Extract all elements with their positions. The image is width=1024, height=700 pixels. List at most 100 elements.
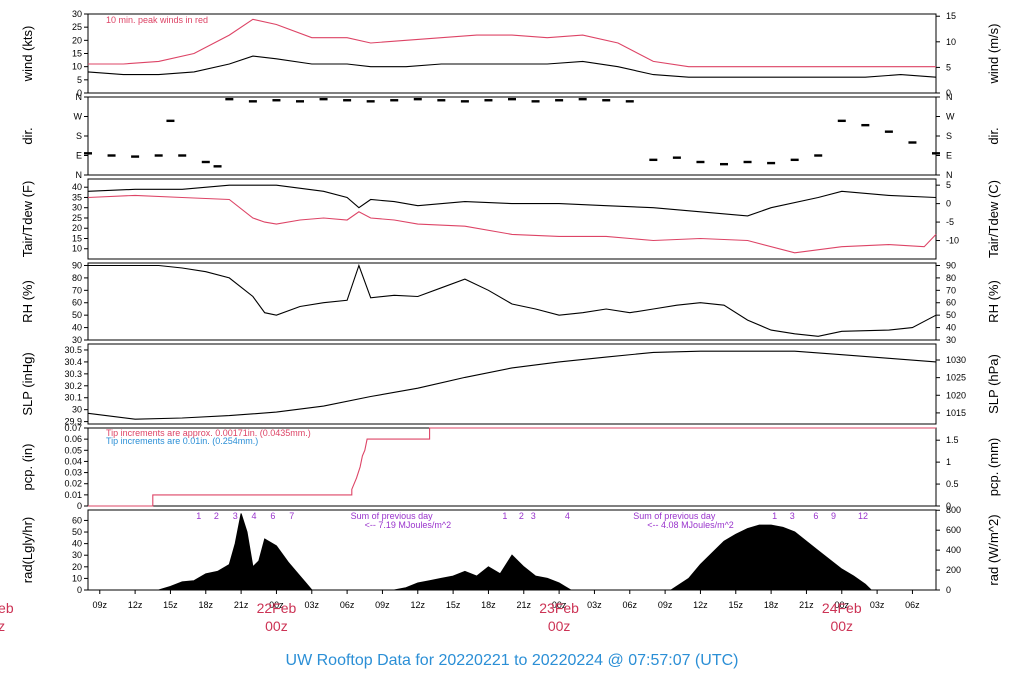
hour-mark-label: 7 xyxy=(289,511,294,521)
ytick-right-label: 30 xyxy=(946,335,956,345)
series-line-1 xyxy=(88,263,937,337)
y-axis-label: SLP (inHg) xyxy=(20,352,35,415)
radiation-area xyxy=(158,513,873,591)
ytick-label: 20 xyxy=(72,223,82,233)
ytick-right-label: 1020 xyxy=(946,390,966,400)
ytick-right-label: 0 xyxy=(946,199,951,209)
xtick-label: 21z xyxy=(799,600,814,610)
ytick-label: S xyxy=(76,131,82,141)
ytick-right-label: 50 xyxy=(946,310,956,320)
hour-mark-label: 12 xyxy=(858,511,868,521)
ytick-right-label: 600 xyxy=(946,525,961,535)
ytick-right-label: S xyxy=(946,131,952,141)
ytick-right-label: 10 xyxy=(946,37,956,47)
y-axis-label-right: pcp. (mm) xyxy=(986,438,1001,497)
ytick-right-label: 60 xyxy=(946,298,956,308)
hour-mark-label: 2 xyxy=(519,511,524,521)
direction-point xyxy=(248,100,257,103)
ytick-label: 0.03 xyxy=(64,468,82,478)
ytick-label: 40 xyxy=(72,323,82,333)
direction-point xyxy=(932,152,940,155)
ytick-label: 60 xyxy=(72,515,82,525)
panel-1: 0 5 10 15 20 25 30 0 5 10 15 wind (kts) wind (m/s) 10… xyxy=(20,9,1001,98)
xtick-label: 15z xyxy=(163,600,178,610)
ytick-label: 20 xyxy=(72,35,82,45)
ytick-label: 30.4 xyxy=(64,357,82,367)
panel-6: 00.010.020.030.040.050.060.0700.511.5pcp… xyxy=(20,423,1001,511)
xtick-label: 00z xyxy=(269,600,284,610)
xtick-label: 00z xyxy=(835,600,850,610)
ytick-label: 10 xyxy=(72,573,82,583)
ytick-label: 15 xyxy=(72,233,82,243)
ytick-label: 30 xyxy=(72,9,82,19)
ytick-label: 35 xyxy=(72,192,82,202)
ytick-right-label: 90 xyxy=(946,260,956,270)
y-axis-label-right: rad (W/m^2) xyxy=(986,514,1001,585)
y-axis-label-right: Tair/Tdew (C) xyxy=(986,180,1001,258)
ytick-right-label: 15 xyxy=(946,11,956,21)
ytick-right-label: 400 xyxy=(946,545,961,555)
ytick-right-label: 0 xyxy=(946,501,951,511)
series-line-1 xyxy=(87,350,937,420)
day-label: 23Feb xyxy=(539,600,579,616)
ytick-right-label: 1025 xyxy=(946,373,966,383)
hour-mark-label: 1 xyxy=(502,511,507,521)
hour-mark-label: 4 xyxy=(252,511,257,521)
y-axis-label-right: dir. xyxy=(986,127,1001,144)
ytick-label: 30.1 xyxy=(64,393,82,403)
hour-mark-label: 1 xyxy=(772,511,777,521)
direction-point xyxy=(578,97,587,101)
ytick-label: 60 xyxy=(72,298,82,308)
direction-point xyxy=(201,160,210,164)
ytick-right-label: -10 xyxy=(946,236,959,246)
direction-point xyxy=(178,154,187,157)
direction-point xyxy=(225,97,234,101)
xtick-label: 09z xyxy=(658,600,673,610)
ytick-label: 50 xyxy=(72,310,82,320)
xtick-label: 18z xyxy=(764,600,779,610)
radiation-annotation: <-- 4.08 MJoules/m^2 xyxy=(647,520,734,530)
hour-mark-label: 6 xyxy=(270,511,275,521)
ytick-label: 30 xyxy=(72,550,82,560)
xtick-label: 06z xyxy=(905,600,920,610)
ytick-label: 5 xyxy=(77,75,82,85)
ytick-right-label: 1 xyxy=(946,457,951,467)
ytick-label: 20 xyxy=(72,562,82,572)
xtick-label: 03z xyxy=(870,600,885,610)
y-axis-label-right: RH (%) xyxy=(986,280,1001,323)
ytick-label: 0.01 xyxy=(64,490,82,500)
day-label: 24Feb xyxy=(822,600,862,616)
radiation-annotation: <-- 7.19 MJoules/m^2 xyxy=(365,520,452,530)
xtick-label: 09z xyxy=(93,600,108,610)
series-line-Tdew xyxy=(87,194,937,254)
direction-point xyxy=(837,119,846,123)
y-axis-label-right: wind (m/s) xyxy=(986,24,1001,85)
hour-mark-label: 4 xyxy=(565,511,570,521)
xtick-label: 06z xyxy=(623,600,638,610)
ytick-label: 80 xyxy=(72,273,82,283)
direction-point xyxy=(672,156,681,159)
panel-frame xyxy=(87,262,937,341)
y-axis-label: wind (kts) xyxy=(20,26,35,83)
y-axis-label: dir. xyxy=(20,127,35,144)
ytick-right-label: 200 xyxy=(946,565,961,575)
direction-point xyxy=(343,99,352,102)
panel-annotation: Tip increments are approx. 0.00171in. (0… xyxy=(106,428,311,438)
ytick-label: 30.2 xyxy=(64,381,82,391)
xtick-label: 21z xyxy=(517,600,532,610)
ytick-right-label: 0.5 xyxy=(946,479,959,489)
hour-mark-label: 9 xyxy=(831,511,836,521)
ytick-label: 90 xyxy=(72,260,82,270)
y-axis-label: pcp. (in) xyxy=(20,444,35,491)
xtick-label: 21z xyxy=(234,600,249,610)
panel-frame xyxy=(87,13,937,94)
ytick-label: 0 xyxy=(77,501,82,511)
xtick-label: 18z xyxy=(199,600,214,610)
direction-point xyxy=(602,99,611,102)
direction-point xyxy=(484,99,493,102)
ytick-label: N xyxy=(76,170,83,180)
direction-point xyxy=(625,100,634,103)
direction-point xyxy=(720,162,728,166)
